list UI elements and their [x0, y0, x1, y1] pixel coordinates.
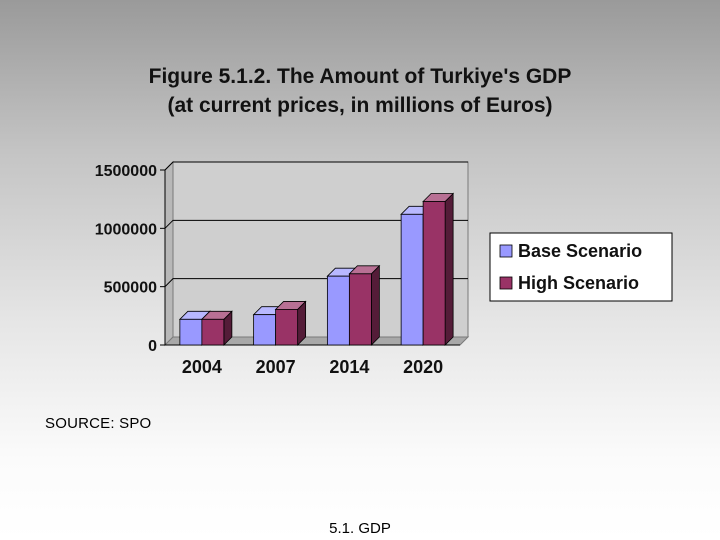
bar-front	[400, 213, 424, 346]
bar-front	[275, 309, 299, 346]
gridline	[164, 161, 468, 171]
bar-front	[348, 273, 372, 346]
legend-swatch	[499, 276, 513, 290]
plot-side-wall	[164, 160, 174, 347]
bar-2004-high-scenario	[200, 310, 233, 346]
legend-box	[489, 232, 673, 302]
bar-2007-high-scenario	[274, 300, 307, 346]
bar-front	[253, 314, 277, 346]
x-tick-label: 2007	[256, 357, 296, 377]
bar-front	[179, 318, 203, 346]
chart-title-block: Figure 5.1.2. The Amount of Turkiye's GD…	[60, 62, 660, 120]
bar-front	[422, 201, 446, 346]
y-tick-label: 1500000	[95, 163, 157, 180]
bar-front	[326, 275, 350, 346]
gridline	[164, 219, 468, 229]
slide-footer: 5.1. GDP	[329, 520, 391, 537]
source-note: SOURCE: SPO	[45, 415, 152, 432]
bar-front	[201, 318, 225, 346]
x-tick-label: 2014	[329, 357, 369, 377]
legend-label: High Scenario	[518, 273, 639, 293]
bar-side	[444, 192, 454, 346]
chart-title: Figure 5.1.2. The Amount of Turkiye's GD…	[148, 65, 572, 88]
bar-2020-high-scenario	[422, 192, 455, 346]
legend-swatch	[499, 244, 513, 258]
chart-subtitle: (at current prices, in millions of Euros…	[167, 94, 553, 117]
bar-2014-high-scenario	[348, 264, 381, 346]
y-tick-label: 1000000	[95, 221, 157, 238]
x-tick-label: 2020	[403, 357, 443, 377]
y-tick-label: 0	[148, 338, 157, 355]
y-tick-label: 500000	[104, 280, 157, 297]
bar-side	[370, 264, 380, 346]
x-tick-label: 2004	[182, 357, 222, 377]
legend-label: Base Scenario	[518, 241, 642, 261]
